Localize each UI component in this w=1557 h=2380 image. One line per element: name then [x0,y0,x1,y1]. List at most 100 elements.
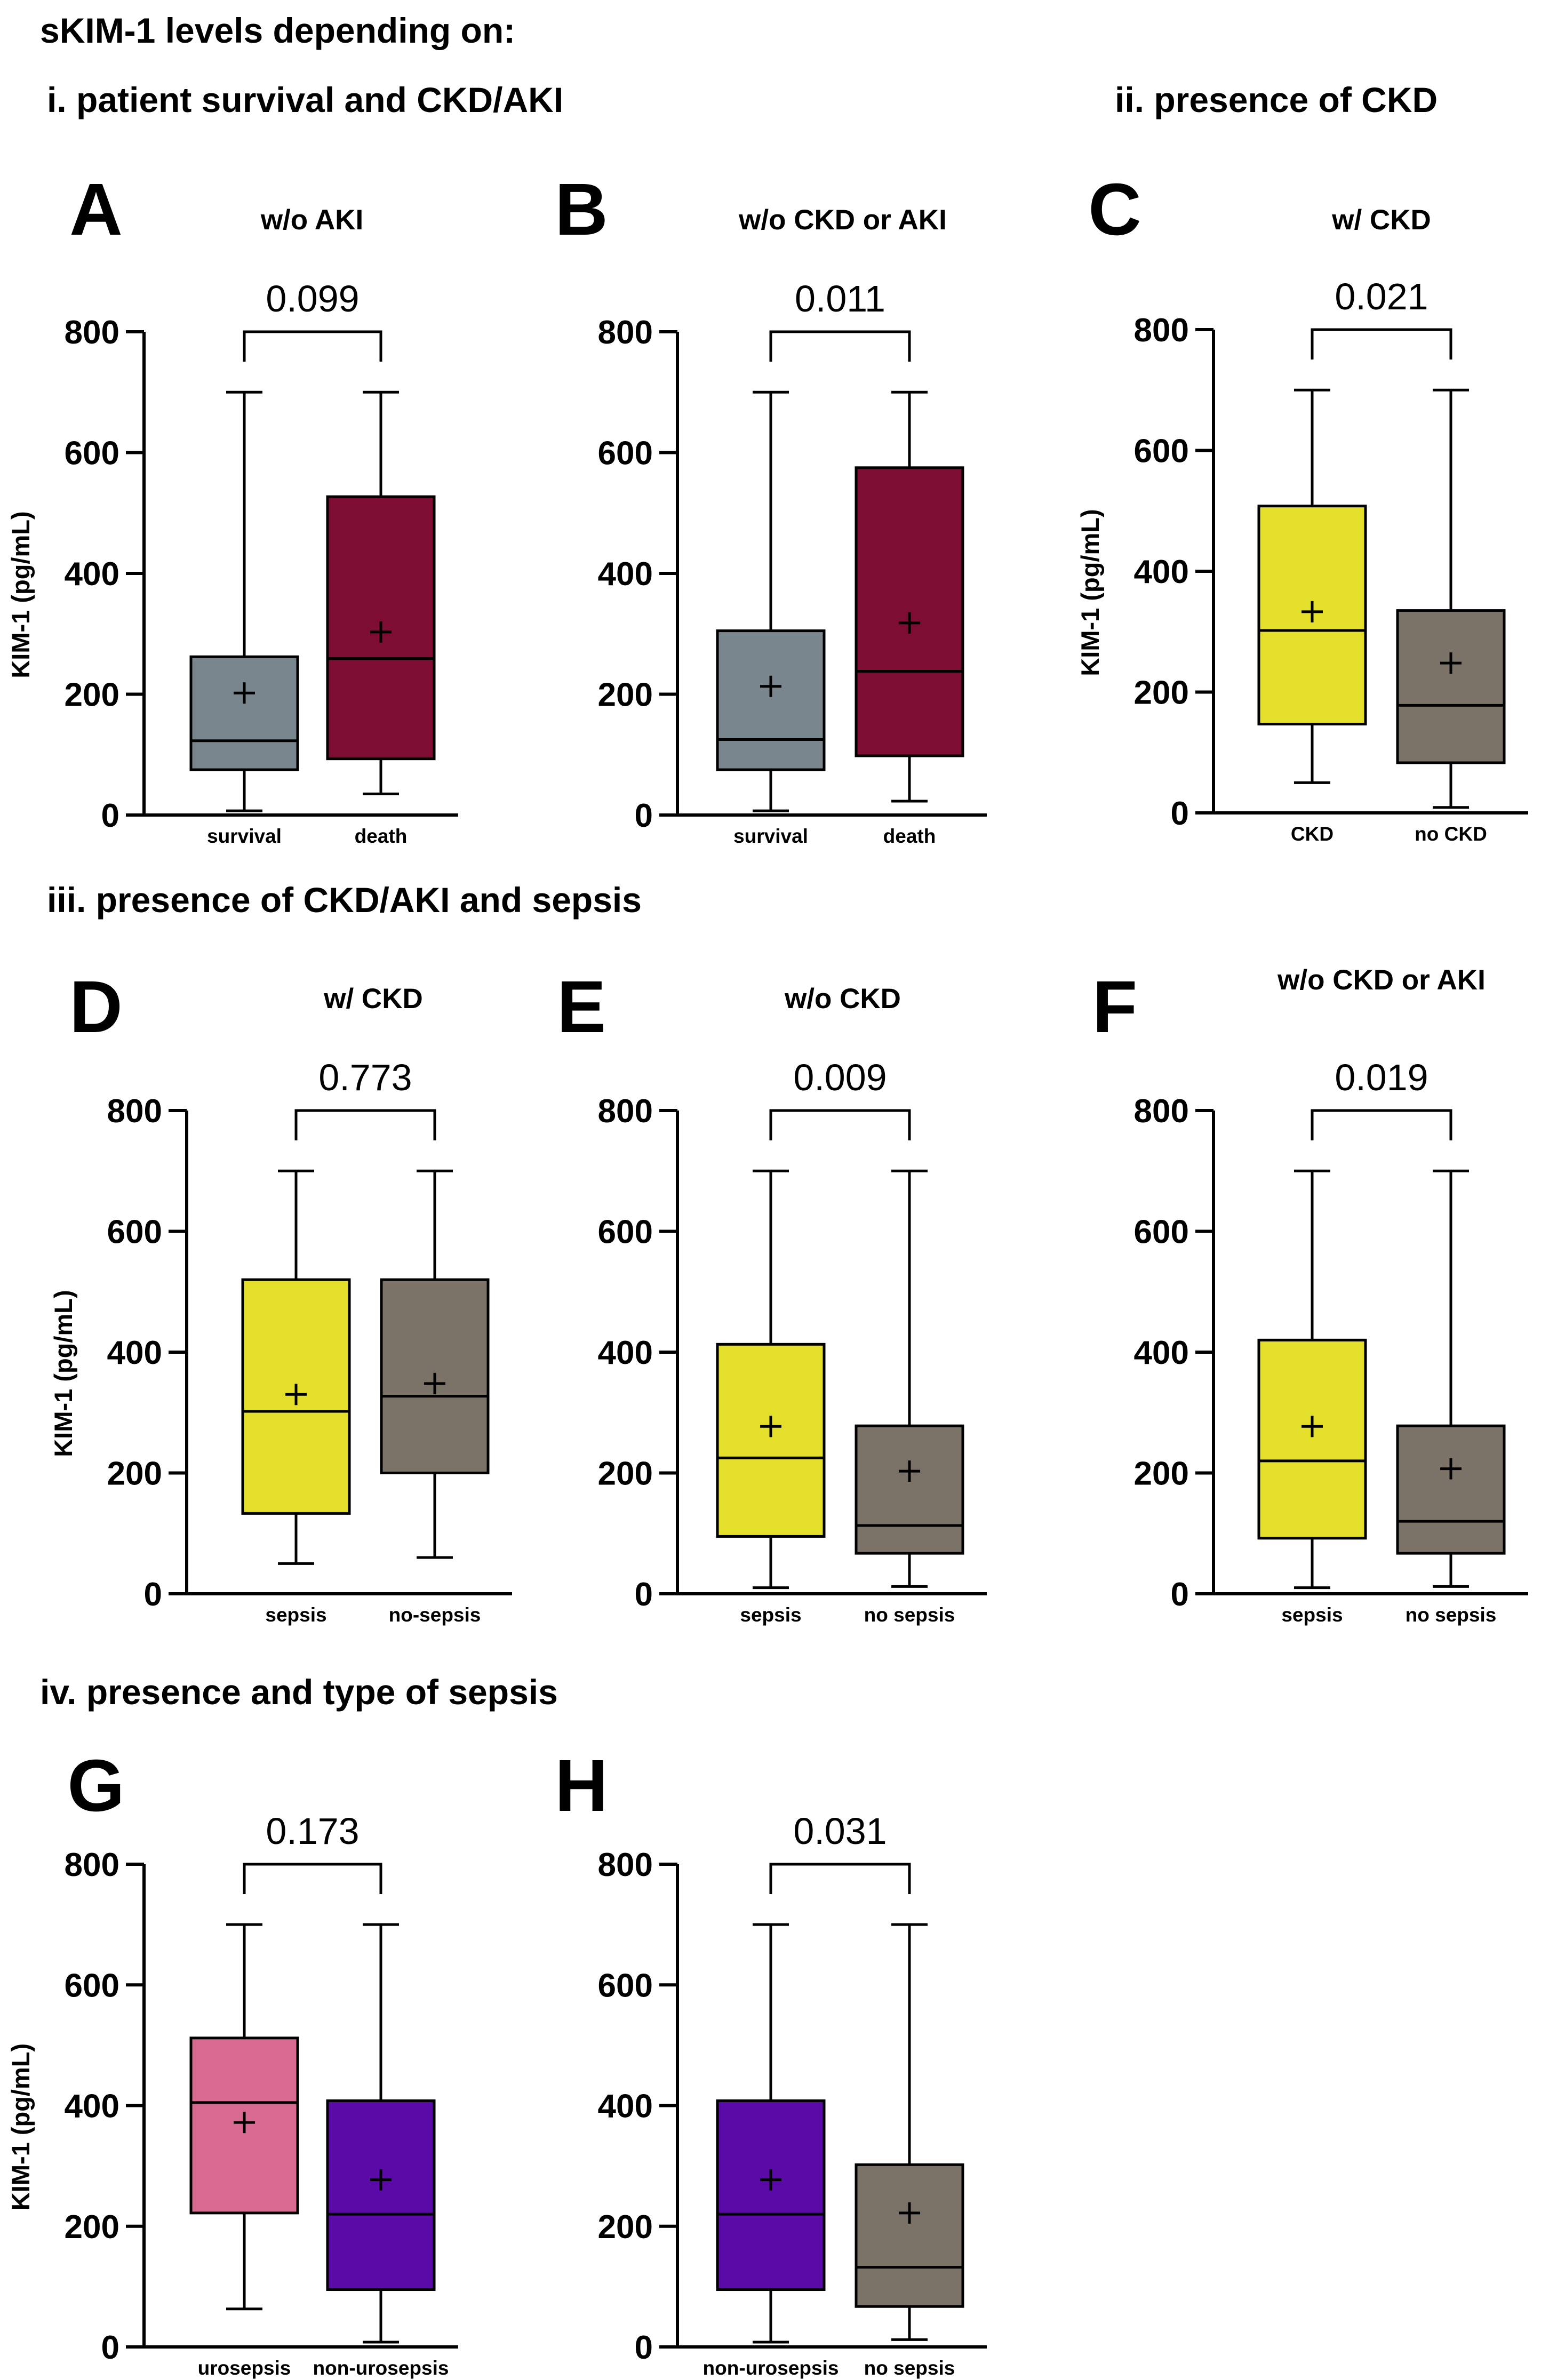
y-tick-label: 0 [635,1576,653,1613]
y-tick-label: 600 [598,1214,653,1251]
p-value-label: 0.009 [793,1057,887,1098]
y-tick-label: 600 [598,1967,653,2004]
panel-title: w/o CKD or AKI [1277,964,1486,996]
box-non-urosepsis [326,1923,436,2344]
y-tick-label: 800 [1134,1093,1189,1130]
y-tick-label: 800 [598,1847,653,1883]
y-tick-label: 800 [598,1093,653,1130]
y-tick-label: 400 [1134,1335,1189,1371]
significance-bracket [769,330,911,362]
panel-title: w/ CKD [1331,204,1431,236]
box-ckd [1257,388,1367,784]
iqr-box [1257,1338,1367,1540]
y-tick-label: 400 [65,2088,119,2125]
iqr-box [716,2099,826,2291]
panel-title: w/o AKI [260,204,363,236]
category-label: no CKD [1415,823,1487,845]
y-tick-label: 800 [65,1847,119,1883]
panel-letter: A [69,169,123,251]
box-sepsis [716,1169,826,1590]
p-value-label: 0.031 [793,1810,887,1852]
significance-bracket [1311,328,1452,360]
p-value-label: 0.173 [266,1810,359,1852]
category-label: sepsis [265,1604,326,1626]
y-tick-label: 800 [598,314,653,351]
p-value-label: 0.019 [1335,1057,1428,1098]
y-tick-label: 400 [598,1335,653,1371]
y-tick-label: 600 [107,1214,162,1251]
panel-letter: C [1088,169,1141,251]
section-heading-ii: ii. presence of CKD [1115,80,1438,119]
significance-bracket [243,330,382,362]
category-label: no sepsis [864,1604,955,1626]
p-value-label: 0.011 [795,278,885,320]
category-label: sepsis [1281,1604,1343,1626]
p-value-label: 0.099 [266,278,359,320]
bracket-line [769,1863,911,1894]
y-tick-label: 800 [1134,312,1189,349]
significance-bracket [1311,1109,1452,1140]
y-tick-label: 0 [635,797,653,834]
category-label: no-sepsis [389,1604,481,1626]
box-death [326,390,436,795]
y-tick-label: 200 [598,2209,653,2246]
box-non-urosepsis [716,1923,826,2344]
category-label: non-urosepsis [703,2357,839,2379]
y-tick-label: 400 [107,1335,162,1371]
y-tick-label: 0 [101,797,119,834]
figure-title: sKIM-1 levels depending on: [40,11,515,50]
iqr-box [1396,1424,1506,1555]
panel-letter: H [555,1745,608,1827]
category-label: death [883,825,936,847]
y-tick-label: 0 [1171,1576,1189,1613]
panel-h: H 0 200 400 600 800 non-urosepsis no sepsis 0.03… [555,1745,987,2379]
y-tick-label: 200 [65,2209,119,2246]
box-no-sepsis [1396,1169,1506,1588]
y-tick-label: 800 [107,1093,162,1130]
panel-title: w/ CKD [323,983,423,1015]
y-tick-label: 200 [1134,1456,1189,1492]
y-axis-label: KIM-1 (pg/mL) [1076,509,1104,676]
category-label: no sepsis [1406,1604,1497,1626]
y-tick-label: 400 [598,556,653,593]
bracket-line [294,1109,436,1140]
box-sepsis [241,1169,351,1565]
y-tick-label: 800 [65,314,119,351]
y-tick-label: 0 [635,2329,653,2366]
box-death [855,390,964,803]
box-no-ckd [1396,388,1506,809]
iqr-box [855,466,964,757]
y-axis-label: KIM-1 (pg/mL) [49,1290,77,1457]
y-tick-label: 600 [1134,1214,1189,1251]
p-value-label: 0.773 [318,1057,412,1098]
bracket-line [1311,1109,1452,1140]
box-urosepsis [189,1923,299,2311]
bracket-line [1311,328,1452,360]
bracket-line [769,330,911,362]
iqr-box [716,1343,826,1538]
y-tick-label: 200 [65,677,119,714]
panel-letter: E [557,966,606,1048]
box-no-sepsis [855,1923,964,2341]
y-tick-label: 600 [1134,433,1189,470]
y-tick-label: 400 [65,556,119,593]
bracket-line [243,1863,382,1894]
iqr-box [326,2099,436,2291]
box-no-sepsis [855,1169,964,1588]
y-tick-label: 200 [598,1456,653,1492]
category-label: non-urosepsis [313,2357,449,2379]
box-sepsis [1257,1169,1367,1590]
significance-bracket [243,1863,382,1894]
iqr-box [189,2036,299,2215]
y-tick-label: 200 [598,677,653,714]
y-tick-label: 400 [1134,554,1189,590]
bracket-line [243,330,382,362]
significance-bracket [769,1109,911,1140]
panel-letter: B [555,169,608,251]
